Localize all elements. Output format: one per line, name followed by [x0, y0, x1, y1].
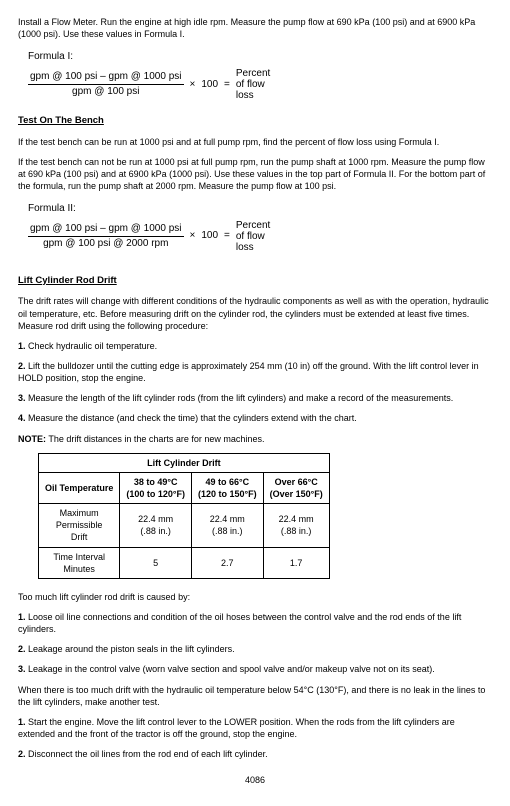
- equals-sign: =: [224, 229, 230, 243]
- multiply-sign: ×: [190, 78, 196, 92]
- step-item: 3. Measure the length of the lift cylind…: [18, 392, 492, 404]
- cause-item: 2. Leakage around the piston seals in th…: [18, 643, 492, 655]
- table-cell: 22.4 mm(.88 in.): [263, 504, 329, 547]
- table-cell: 1.7: [263, 547, 329, 578]
- hundred: 100: [201, 78, 218, 92]
- drift-table: Lift Cylinder Drift Oil Temperature 38 t…: [38, 453, 330, 579]
- result-line: Percent: [236, 68, 270, 79]
- test-step: 2. Disconnect the oil lines from the rod…: [18, 748, 492, 760]
- table-cell: 22.4 mm(.88 in.): [191, 504, 263, 547]
- formula1-denominator: gpm @ 100 psi: [70, 85, 141, 98]
- formula2-denominator: gpm @ 100 psi @ 2000 rpm: [41, 237, 170, 250]
- table-header: Oil Temperature: [39, 472, 120, 503]
- result-line: loss: [236, 242, 270, 253]
- table-cell: 5: [120, 547, 192, 578]
- step-item: 2. Lift the bulldozer until the cutting …: [18, 360, 492, 384]
- drift-warning: When there is too much drift with the hy…: [18, 684, 492, 708]
- cause-item: 1. Loose oil line connections and condit…: [18, 611, 492, 635]
- table-cell: Time IntervalMinutes: [39, 547, 120, 578]
- lift-intro: The drift rates will change with differe…: [18, 295, 492, 331]
- result-line: of flow: [236, 231, 270, 242]
- table-cell: MaximumPermissibleDrift: [39, 504, 120, 547]
- equals-sign: =: [224, 78, 230, 92]
- page-number: 4086: [18, 774, 492, 786]
- result-line: loss: [236, 90, 270, 101]
- cause-item: 3. Leakage in the control valve (worn va…: [18, 663, 492, 675]
- table-header: 38 to 49°C(100 to 120°F): [120, 472, 192, 503]
- step-item: 1. Check hydraulic oil temperature.: [18, 340, 492, 352]
- formula1-label: Formula I:: [28, 50, 492, 64]
- note: NOTE: The drift distances in the charts …: [18, 433, 492, 445]
- multiply-sign: ×: [190, 229, 196, 243]
- table-header: 49 to 66°C(120 to 150°F): [191, 472, 263, 503]
- formula1: gpm @ 100 psi – gpm @ 1000 psi gpm @ 100…: [28, 68, 492, 101]
- formula2-numerator: gpm @ 100 psi – gpm @ 1000 psi: [28, 223, 184, 237]
- formula2: gpm @ 100 psi – gpm @ 1000 psi gpm @ 100…: [28, 220, 492, 253]
- lift-title: Lift Cylinder Rod Drift: [18, 275, 492, 288]
- bench-title: Test On The Bench: [18, 115, 492, 128]
- hundred: 100: [201, 229, 218, 243]
- formula2-label: Formula II:: [28, 202, 492, 216]
- result-line: of flow: [236, 79, 270, 90]
- table-cell: 2.7: [191, 547, 263, 578]
- bench-paragraph: If the test bench can not be run at 1000…: [18, 156, 492, 192]
- formula1-numerator: gpm @ 100 psi – gpm @ 1000 psi: [28, 71, 184, 85]
- table-cell: 22.4 mm(.88 in.): [120, 504, 192, 547]
- table-title: Lift Cylinder Drift: [39, 453, 330, 472]
- test-step: 1. Start the engine. Move the lift contr…: [18, 716, 492, 740]
- table-header: Over 66°C(Over 150°F): [263, 472, 329, 503]
- result-line: Percent: [236, 220, 270, 231]
- bench-paragraph: If the test bench can be run at 1000 psi…: [18, 136, 492, 148]
- intro-paragraph: Install a Flow Meter. Run the engine at …: [18, 16, 492, 40]
- step-item: 4. Measure the distance (and check the t…: [18, 412, 492, 424]
- causes-intro: Too much lift cylinder rod drift is caus…: [18, 591, 492, 603]
